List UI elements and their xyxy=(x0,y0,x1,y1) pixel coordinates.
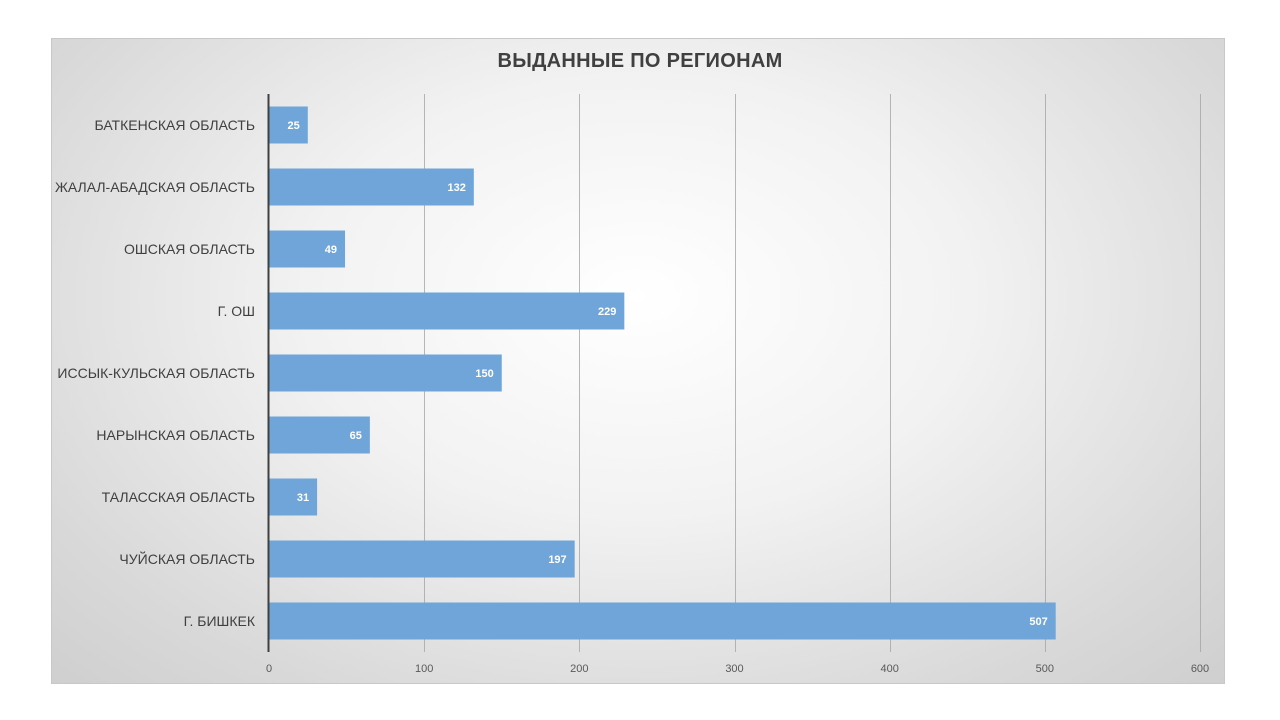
x-tick-label: 400 xyxy=(880,663,898,675)
x-tick-label: 600 xyxy=(1191,663,1209,675)
x-tick-label: 300 xyxy=(725,663,743,675)
chart-title: ВЫДАННЫЕ ПО РЕГИОНАМ xyxy=(497,50,783,72)
bar xyxy=(269,602,1056,640)
bar xyxy=(269,292,625,330)
category-label: БАТКЕНСКАЯ ОБЛАСТЬ xyxy=(94,117,255,133)
data-label: 132 xyxy=(447,182,465,194)
category-label: ТАЛАССКАЯ ОБЛАСТЬ xyxy=(102,489,255,505)
bar xyxy=(269,478,318,516)
data-label: 150 xyxy=(475,368,493,380)
data-label: 507 xyxy=(1029,616,1047,628)
data-label: 197 xyxy=(548,554,566,566)
bar xyxy=(269,540,575,578)
category-label: Г. ОШ xyxy=(218,303,255,319)
bar xyxy=(269,168,474,206)
data-label: 65 xyxy=(350,430,362,442)
bar xyxy=(269,416,370,454)
category-label: ОШСКАЯ ОБЛАСТЬ xyxy=(124,241,255,257)
bar xyxy=(269,354,502,392)
chart-panel xyxy=(51,38,1225,684)
category-label: ЖАЛАЛ-АБАДСКАЯ ОБЛАСТЬ xyxy=(55,179,255,195)
category-label: Г. БИШКЕК xyxy=(184,613,256,629)
x-tick-label: 500 xyxy=(1036,663,1054,675)
data-label: 49 xyxy=(325,244,337,256)
category-label: ИССЫК-КУЛЬСКАЯ ОБЛАСТЬ xyxy=(57,365,255,381)
x-tick-label: 0 xyxy=(266,663,272,675)
bar xyxy=(269,230,346,268)
data-label: 31 xyxy=(297,492,309,504)
data-label: 229 xyxy=(598,306,616,318)
x-tick-label: 200 xyxy=(570,663,588,675)
data-label: 25 xyxy=(288,120,300,132)
category-label: ЧУЙСКАЯ ОБЛАСТЬ xyxy=(119,550,255,567)
category-label: НАРЫНСКАЯ ОБЛАСТЬ xyxy=(96,427,255,443)
bar xyxy=(269,106,308,144)
x-tick-label: 100 xyxy=(415,663,433,675)
